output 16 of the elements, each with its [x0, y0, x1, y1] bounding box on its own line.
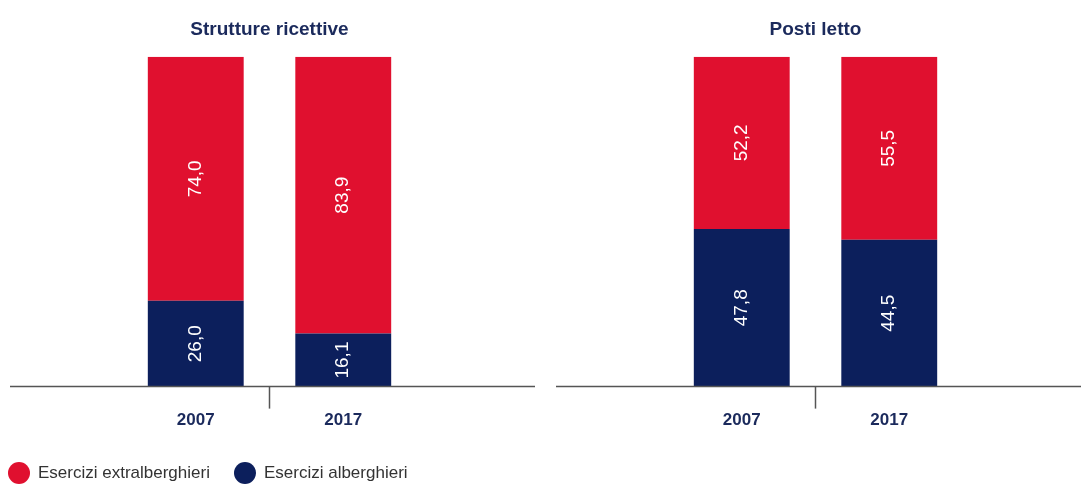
data-label: 55,5 [877, 129, 899, 167]
data-label: 52,2 [729, 124, 751, 162]
chart-title: Strutture ricettive [190, 17, 349, 39]
legend-label: Esercizi alberghieri [263, 463, 408, 483]
data-label: 74,0 [183, 160, 205, 198]
legend-label: Esercizi extralberghieri [38, 463, 210, 483]
data-label: 47,8 [729, 289, 751, 327]
data-label: 44,5 [877, 294, 899, 332]
x-tick-label: 2017 [324, 410, 363, 430]
data-label: 26,0 [183, 325, 205, 363]
x-tick-label: 2007 [176, 410, 215, 430]
chart-title: Posti letto [769, 17, 862, 39]
data-label: 83,9 [331, 176, 353, 214]
x-tick-label: 2007 [722, 410, 761, 430]
data-label: 16,1 [331, 341, 353, 379]
x-tick-label: 2017 [870, 410, 909, 430]
